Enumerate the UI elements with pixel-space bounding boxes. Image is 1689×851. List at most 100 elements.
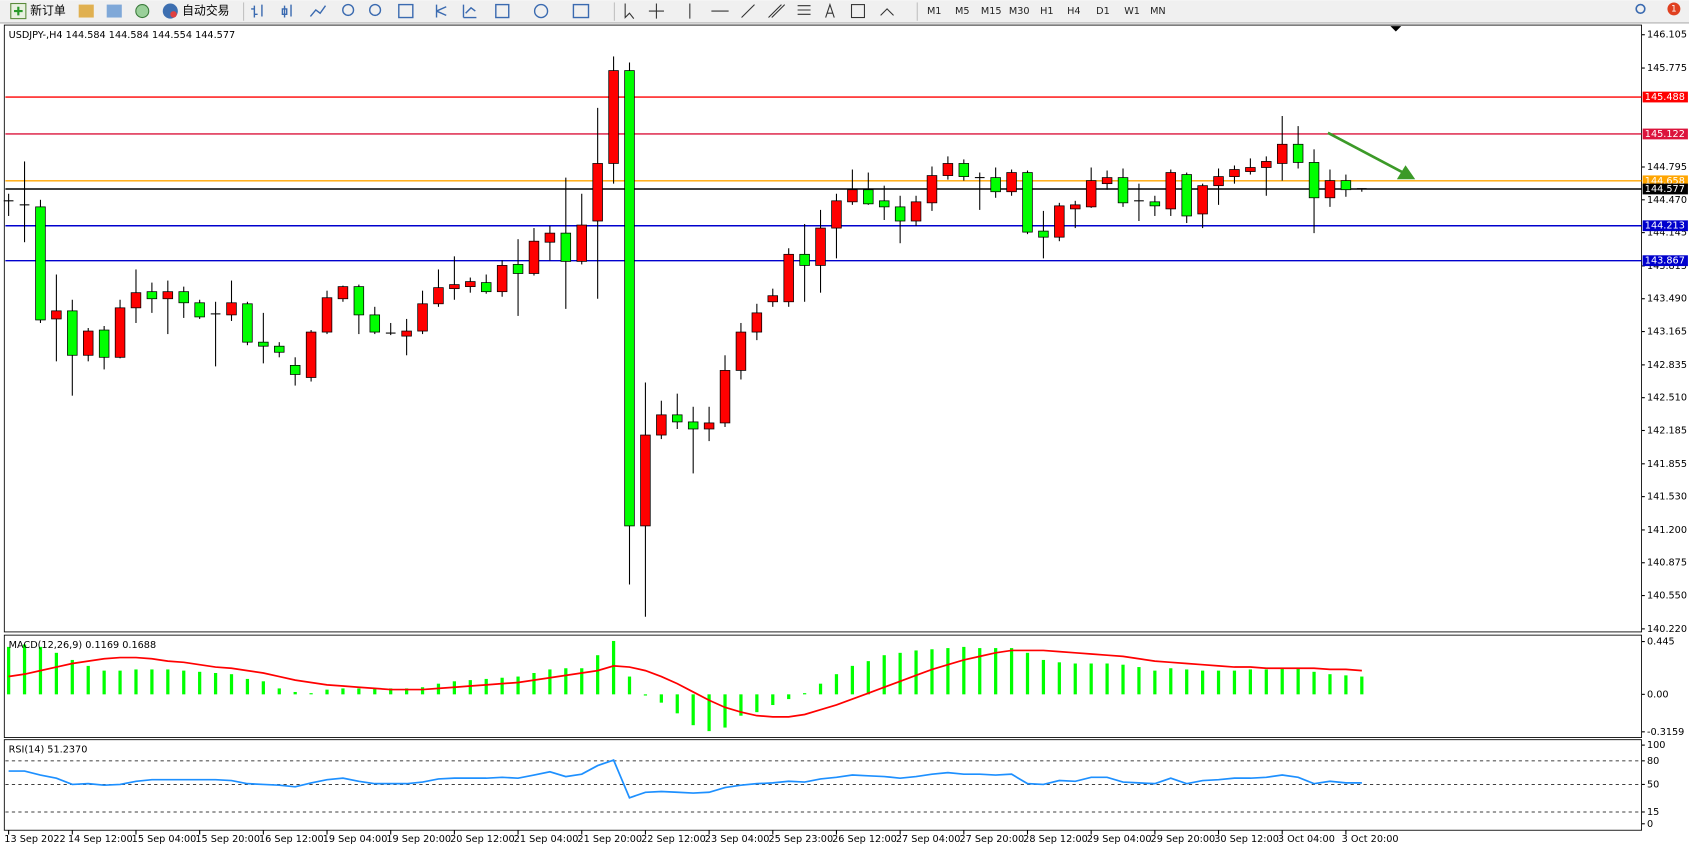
price-label-bg	[1642, 183, 1688, 195]
macd-bar	[739, 694, 743, 716]
candle-body	[369, 314, 381, 333]
price-label-bg	[1642, 220, 1688, 232]
macd-bar	[500, 677, 504, 695]
macd-bar	[1232, 670, 1237, 695]
macd-bar	[150, 669, 154, 695]
fibo-icon[interactable]	[797, 5, 811, 15]
timeframe-button[interactable]: H4	[1067, 6, 1080, 17]
zoom-out-icon[interactable]	[369, 3, 382, 17]
notifications[interactable]: 1	[1667, 2, 1681, 16]
macd-bar	[834, 674, 839, 695]
candle-body	[1276, 143, 1288, 164]
candle-body	[1038, 230, 1049, 238]
y-tick-label: 146.105	[1647, 30, 1687, 41]
x-tick-label: 21 Sep 04:00	[514, 834, 579, 845]
arrows-icon[interactable]	[880, 8, 894, 16]
search-icon[interactable]	[1635, 3, 1646, 15]
scroll-icon[interactable]	[435, 4, 447, 18]
macd-bar	[627, 676, 632, 695]
macd-bar	[643, 694, 648, 696]
indicator-icon[interactable]	[495, 3, 510, 19]
timeframe-button[interactable]: M30	[1009, 6, 1030, 17]
channel-icon[interactable]	[768, 4, 786, 18]
candle-body	[1261, 161, 1272, 168]
x-tick-label: 21 Sep 20:00	[577, 834, 642, 845]
new-order-label[interactable]: 新订单	[30, 4, 66, 18]
candle-body	[1085, 180, 1097, 208]
bar-chart-icon[interactable]	[251, 4, 263, 18]
macd-bar	[1153, 670, 1157, 695]
candle-body	[1006, 172, 1017, 193]
macd-bar	[293, 691, 297, 695]
macd-bar	[1073, 663, 1077, 695]
tool-icon[interactable]	[106, 4, 122, 18]
template-icon[interactable]	[572, 3, 590, 19]
candle-body	[353, 286, 365, 316]
tile-icon[interactable]	[398, 3, 414, 19]
macd-bar	[866, 661, 870, 695]
auto-trading-label[interactable]: 自动交易	[182, 4, 229, 18]
y-tick-label: -0.3159	[1647, 727, 1684, 738]
candle-chart-icon[interactable]	[281, 4, 292, 18]
trend-arrow	[1327, 131, 1404, 174]
macd-bar	[484, 678, 488, 695]
macd-bar	[1041, 659, 1046, 695]
timeframe-button[interactable]: H1	[1040, 6, 1053, 17]
timeframe-button[interactable]: M15	[981, 6, 1002, 17]
macd-bar	[1121, 664, 1125, 695]
main-chart-panel	[3, 24, 1643, 633]
label-icon[interactable]	[850, 4, 865, 19]
signal-line	[8, 649, 1362, 718]
shift-icon[interactable]	[462, 4, 477, 19]
candle-body	[305, 331, 317, 378]
candle-body	[719, 370, 731, 424]
macd-bar	[1312, 671, 1316, 695]
candle-body	[1229, 169, 1240, 177]
tool-icon[interactable]	[135, 4, 150, 19]
timeframe-button[interactable]: D1	[1096, 6, 1110, 17]
macd-bar	[707, 694, 711, 732]
timeframe-button[interactable]: W1	[1124, 6, 1140, 17]
y-tick-label: 100	[1647, 740, 1666, 751]
macd-bar	[1089, 663, 1093, 695]
macd-bar	[994, 648, 998, 695]
macd-bar	[1169, 668, 1173, 695]
candle-body	[35, 206, 46, 321]
rsi-line	[8, 758, 1362, 799]
macd-bar	[691, 694, 695, 726]
line-chart-icon[interactable]	[309, 5, 327, 17]
new-order-button[interactable]: 新订单	[10, 2, 66, 20]
price-label-bg	[1642, 128, 1688, 140]
text-icon[interactable]	[825, 2, 835, 18]
candle-body	[751, 312, 763, 333]
tool-icon[interactable]	[78, 4, 94, 18]
macd-bar	[1328, 674, 1332, 695]
auto-trading-button[interactable]: 自动交易	[162, 3, 230, 19]
crosshair-icon[interactable]	[648, 3, 664, 19]
timeframe-button[interactable]: M5	[955, 6, 970, 17]
candle-body	[1245, 167, 1256, 172]
price-label: 144.658	[1645, 176, 1685, 187]
y-tick-label: 145.775	[1647, 63, 1687, 74]
indicator-title: MACD(12,26,9) 0.1169 0.1688	[9, 640, 157, 651]
trendline-icon[interactable]	[741, 4, 755, 18]
period-icon[interactable]	[533, 3, 549, 19]
macd-bar	[882, 655, 886, 695]
candle-body	[560, 232, 572, 262]
candle-body	[624, 70, 635, 527]
candle-body	[1181, 174, 1192, 217]
candle-body	[799, 253, 810, 266]
cursor-icon[interactable]	[624, 3, 635, 19]
macd-bar	[1248, 669, 1252, 695]
candle-body	[114, 307, 126, 358]
macd-bar	[675, 694, 679, 714]
macd-bar	[914, 650, 918, 695]
candle-body	[1324, 180, 1336, 199]
timeframe-button[interactable]: M1	[927, 6, 942, 17]
zoom-in-icon[interactable]	[342, 3, 355, 17]
candle-body	[592, 163, 603, 222]
timeframe-button[interactable]: MN	[1150, 6, 1166, 17]
macd-bar	[229, 674, 234, 695]
price-label-bg	[1642, 255, 1688, 267]
candle-body	[767, 295, 779, 303]
